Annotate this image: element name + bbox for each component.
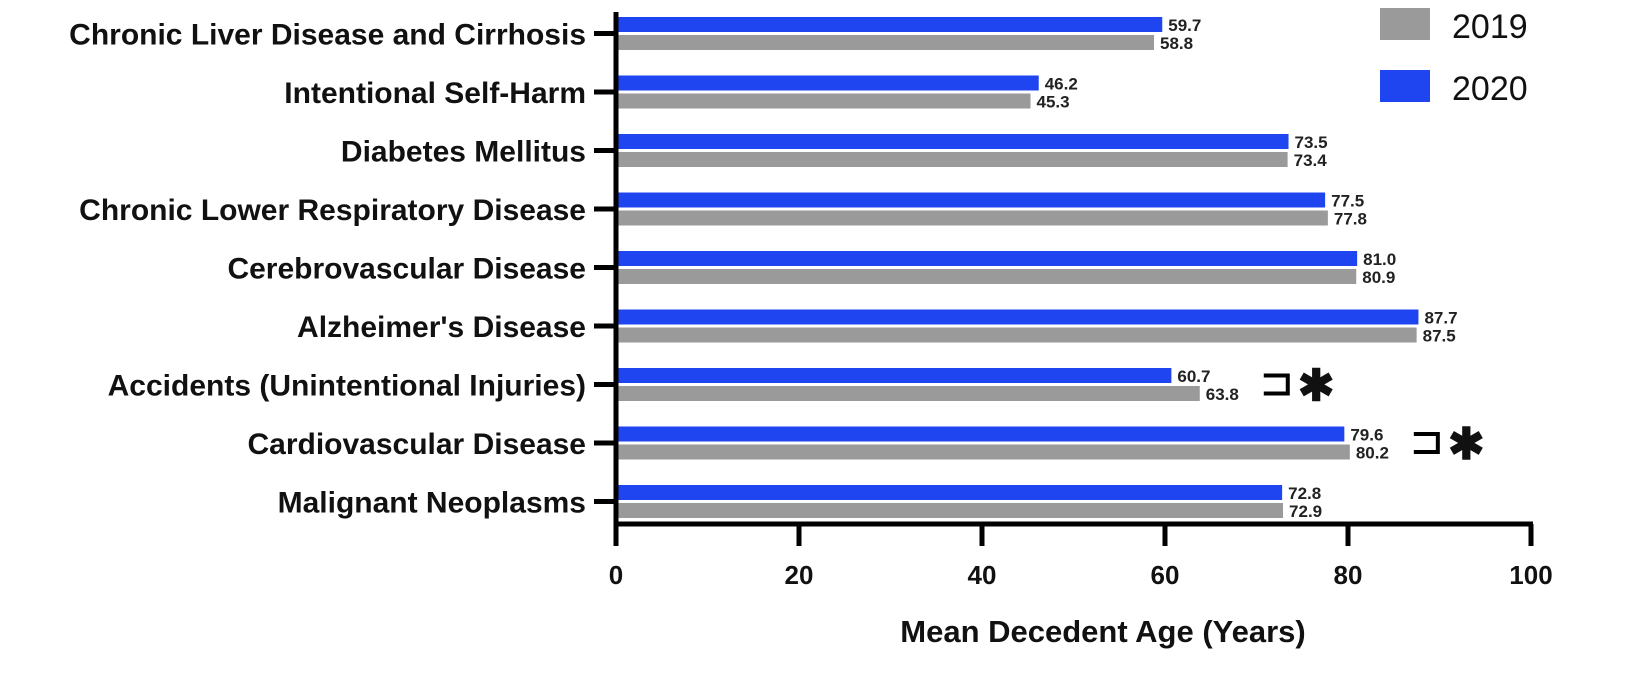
significance-bracket-cardiovascular-disease (1413, 432, 1440, 454)
x-axis-title: Mean Decedent Age (Years) (900, 614, 1305, 649)
bar-2019-accidents-unintentional-injuries (616, 386, 1200, 401)
data-label-2019-accidents-unintentional-injuries: 63.8 (1206, 385, 1239, 404)
category-label-cardiovascular-disease: Cardiovascular Disease (247, 428, 586, 461)
x-tick-label-80: 80 (1334, 560, 1363, 590)
category-label-malignant-neoplasms: Malignant Neoplasms (278, 487, 586, 520)
bar-2020-intentional-self-harm (616, 75, 1039, 91)
data-label-2019-cardiovascular-disease: 80.2 (1356, 444, 1389, 463)
x-tick-label-100: 100 (1509, 560, 1552, 590)
bar-2020-chronic-lower-respiratory-disease (616, 192, 1326, 208)
bar-2019-cardiovascular-disease (616, 444, 1350, 460)
data-label-2019-diabetes-mellitus: 73.4 (1294, 151, 1328, 170)
x-tick-label-20: 20 (785, 560, 814, 590)
data-label-2020-diabetes-mellitus: 73.5 (1295, 133, 1328, 152)
data-label-2020-intentional-self-harm: 46.2 (1045, 75, 1078, 94)
x-tick-label-40: 40 (968, 560, 997, 590)
data-label-2020-alzheimer-s-disease: 87.7 (1424, 309, 1457, 328)
data-label-2019-malignant-neoplasms: 72.9 (1289, 502, 1322, 521)
bar-2020-chronic-liver-disease-and-cirrhosis (616, 17, 1163, 32)
category-label-alzheimer-s-disease: Alzheimer's Disease (297, 311, 586, 344)
category-label-chronic-liver-disease-and-cirrhosis: Chronic Liver Disease and Cirrhosis (69, 19, 586, 52)
category-label-accidents-unintentional-injuries: Accidents (Unintentional Injuries) (108, 370, 586, 403)
legend: 2019 2020 (1380, 8, 1528, 108)
category-label-diabetes-mellitus: Diabetes Mellitus (341, 136, 586, 169)
bar-2020-cardiovascular-disease (616, 426, 1345, 442)
legend-label-2019: 2019 (1452, 8, 1528, 46)
category-label-cerebrovascular-disease: Cerebrovascular Disease (227, 253, 586, 286)
data-label-2020-malignant-neoplasms: 72.8 (1288, 484, 1321, 503)
bar-2019-intentional-self-harm (616, 93, 1031, 109)
data-label-2019-chronic-liver-disease-and-cirrhosis: 58.8 (1160, 34, 1193, 53)
data-label-2019-alzheimer-s-disease: 87.5 (1423, 327, 1456, 346)
category-label-intentional-self-harm: Intentional Self-Harm (284, 77, 586, 110)
bar-2019-diabetes-mellitus (616, 152, 1288, 167)
bar-2019-cerebrovascular-disease (616, 269, 1357, 284)
bar-2019-malignant-neoplasms (616, 503, 1284, 518)
bars-layer (616, 17, 1419, 518)
labels-layer: 59.758.8 Chronic Liver Disease and Cirrho… (69, 16, 1553, 590)
data-label-2020-accidents-unintentional-injuries: 60.7 (1177, 367, 1210, 386)
x-tick-label-60: 60 (1151, 560, 1180, 590)
bar-2019-alzheimer-s-disease (616, 327, 1417, 343)
category-label-chronic-lower-respiratory-disease: Chronic Lower Respiratory Disease (79, 194, 586, 227)
bar-2020-alzheimer-s-disease (616, 309, 1419, 325)
significance-marker-cardiovascular-disease: ✱ (1448, 420, 1485, 469)
legend-label-2020: 2020 (1452, 70, 1528, 108)
data-label-2020-cerebrovascular-disease: 81.0 (1363, 250, 1396, 269)
bar-2019-chronic-liver-disease-and-cirrhosis (616, 35, 1155, 50)
significance-marker-accidents-unintentional-injuries: ✱ (1298, 362, 1335, 411)
bar-2019-chronic-lower-respiratory-disease (616, 210, 1328, 226)
data-label-2020-chronic-liver-disease-and-cirrhosis: 59.7 (1168, 16, 1201, 35)
data-label-2019-intentional-self-harm: 45.3 (1036, 93, 1069, 112)
data-label-2019-chronic-lower-respiratory-disease: 77.8 (1334, 210, 1367, 229)
bar-2020-diabetes-mellitus (616, 134, 1289, 149)
bar-2020-accidents-unintentional-injuries (616, 368, 1172, 383)
data-label-2020-cardiovascular-disease: 79.6 (1350, 426, 1383, 445)
legend-swatch-2020 (1380, 70, 1430, 102)
bar-2020-cerebrovascular-disease (616, 251, 1358, 266)
bar-2020-malignant-neoplasms (616, 485, 1283, 500)
data-label-2019-cerebrovascular-disease: 80.9 (1362, 268, 1395, 287)
x-tick-label-0: 0 (609, 560, 623, 590)
axes-layer (594, 12, 1534, 546)
data-label-2020-chronic-lower-respiratory-disease: 77.5 (1331, 192, 1364, 211)
significance-bracket-accidents-unintentional-injuries (1263, 373, 1290, 396)
legend-swatch-2019 (1380, 8, 1430, 40)
